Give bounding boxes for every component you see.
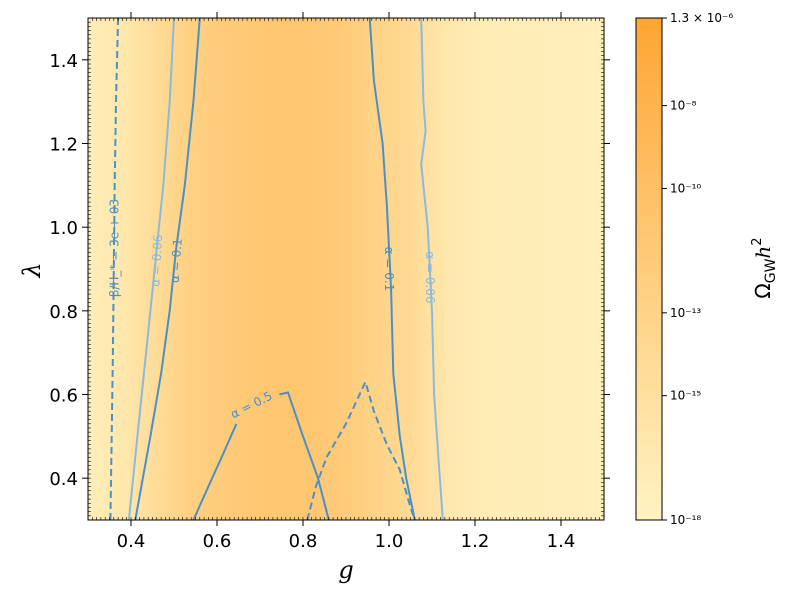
colorbar-tick-label: 10⁻¹⁵ bbox=[670, 389, 701, 403]
y-tick-label: 1.0 bbox=[49, 218, 78, 239]
colorbar-tick-label: 10⁻¹⁸ bbox=[670, 513, 701, 527]
x-axis-title: g bbox=[338, 556, 353, 584]
y-tick-label: 0.6 bbox=[49, 386, 78, 407]
colorbar-title: ΩGWh2 bbox=[750, 237, 779, 298]
y-axis-ticks: 0.4 0.6 0.8 1.0 1.2 1.4 bbox=[49, 51, 610, 490]
x-axis-ticks: 0.4 0.6 0.8 1.0 1.2 1.4 bbox=[117, 12, 576, 552]
contour-label-0: β/H_* = 3e + 03 bbox=[108, 199, 122, 297]
contour-5 bbox=[368, 18, 416, 520]
contour-4 bbox=[306, 379, 416, 520]
colorbar-ticks: 1.3 × 10⁻⁶ 10⁻⁸ 10⁻¹⁰ 10⁻¹³ 10⁻¹⁵ 10⁻¹⁸ bbox=[662, 11, 733, 527]
y-tick-label: 0.4 bbox=[49, 469, 78, 490]
heatmap bbox=[88, 18, 604, 520]
contour-label-5: α = 0.1 bbox=[382, 247, 396, 292]
contour-label-1: α = 0.06 bbox=[148, 234, 165, 287]
colorbar-tick-label: 1.3 × 10⁻⁶ bbox=[670, 11, 733, 25]
x-tick-label: 0.4 bbox=[117, 531, 146, 552]
minor-ticks bbox=[87, 17, 605, 521]
contour-2 bbox=[134, 18, 201, 520]
x-tick-label: 1.2 bbox=[461, 531, 490, 552]
contour-0 bbox=[109, 18, 120, 520]
contour-3-segment bbox=[279, 391, 330, 520]
contour-label-2: α = 0.1 bbox=[168, 238, 185, 284]
colorbar-tick-label: 10⁻¹⁰ bbox=[670, 181, 701, 195]
colorbar: 1.3 × 10⁻⁶ 10⁻⁸ 10⁻¹⁰ 10⁻¹³ 10⁻¹⁵ 10⁻¹⁸ ΩGWh2 bbox=[635, 11, 779, 527]
contour-label-6: α = 0.06 bbox=[423, 251, 437, 303]
colorbar-gradient bbox=[635, 17, 663, 521]
contour-lines bbox=[109, 18, 444, 520]
contour-1 bbox=[127, 18, 175, 520]
plot-area: β/H_* = 3e + 03 α = 0.06 α = 0.1α = 0.5α =… bbox=[49, 12, 610, 552]
colorbar-tick-label: 10⁻¹³ bbox=[670, 306, 701, 320]
y-axis-title: λ bbox=[18, 262, 46, 278]
x-tick-label: 0.8 bbox=[289, 531, 318, 552]
y-tick-label: 1.4 bbox=[49, 51, 78, 72]
x-tick-label: 1.0 bbox=[375, 531, 404, 552]
colorbar-tick-label: 10⁻⁸ bbox=[670, 99, 697, 113]
y-tick-label: 1.2 bbox=[49, 135, 78, 156]
x-tick-label: 1.4 bbox=[547, 531, 576, 552]
x-tick-label: 0.6 bbox=[203, 531, 232, 552]
contour-6 bbox=[420, 18, 444, 520]
y-tick-label: 0.8 bbox=[49, 302, 78, 323]
contour-3 bbox=[192, 423, 238, 520]
